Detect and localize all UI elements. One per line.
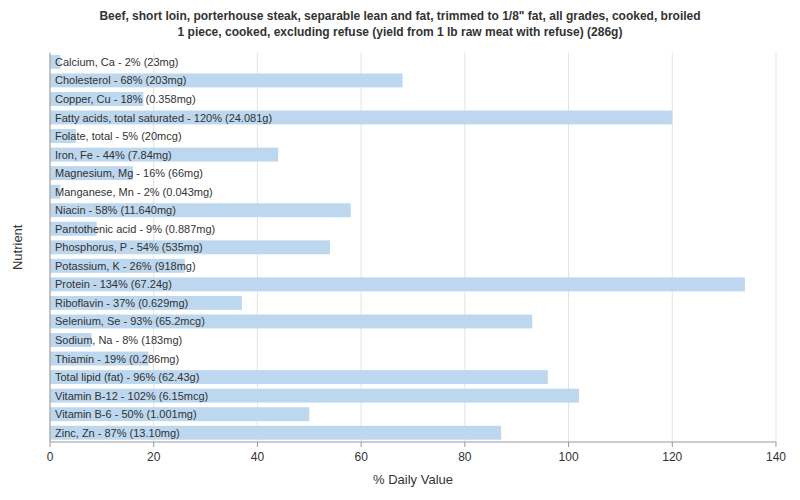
bar xyxy=(50,370,548,384)
chart-title: Beef, short loin, porterhouse steak, sep… xyxy=(99,9,700,39)
grid xyxy=(50,53,776,442)
x-tick xyxy=(568,442,569,447)
category-label: Selenium, Se - 93% (65.2mcg) xyxy=(55,315,205,327)
title-line: 1 piece, cooked, excluding refuse (yield… xyxy=(178,25,623,39)
category-label: Zinc, Zn - 87% (13.10mg) xyxy=(55,427,180,439)
chart-container: Beef, short loin, porterhouse steak, sep… xyxy=(0,0,800,500)
x-tick xyxy=(361,442,362,447)
axes: 0 20 40 60 80 100 120 140 xyxy=(47,53,787,464)
category-label: Thiamin - 19% (0.286mg) xyxy=(55,353,179,365)
bar xyxy=(50,203,351,217)
category-label: Fatty acids, total saturated - 120% (24.… xyxy=(55,112,272,124)
category-label: Niacin - 58% (11.640mg) xyxy=(55,204,176,216)
bar xyxy=(50,148,278,162)
x-tick xyxy=(672,442,673,447)
category-labels: Calcium, Ca - 2% (23mg) Cholesterol - 68%… xyxy=(55,56,272,439)
bar xyxy=(50,426,501,440)
category-label: Potassium, K - 26% (918mg) xyxy=(55,260,196,272)
x-tick-label: 80 xyxy=(458,450,472,464)
x-tick xyxy=(153,442,154,447)
chart-svg: Beef, short loin, porterhouse steak, sep… xyxy=(0,0,800,500)
bars xyxy=(50,55,745,440)
y-axis-title: Nutrient xyxy=(10,224,25,270)
bar xyxy=(50,111,672,125)
category-label: Phosphorus, P - 54% (535mg) xyxy=(55,241,203,253)
x-tick xyxy=(464,442,465,447)
x-axis-title: % Daily Value xyxy=(373,472,453,487)
x-tick xyxy=(257,442,258,447)
grid-line xyxy=(776,53,777,442)
bar xyxy=(50,315,532,329)
bar xyxy=(50,277,745,291)
bar xyxy=(50,240,330,254)
x-axis-line xyxy=(50,442,776,443)
grid-line xyxy=(50,53,51,442)
category-label: Cholesterol - 68% (203mg) xyxy=(55,74,186,86)
category-label: Iron, Fe - 44% (7.84mg) xyxy=(55,149,172,161)
x-tick-label: 0 xyxy=(47,450,54,464)
bar xyxy=(50,73,403,87)
bar xyxy=(50,296,242,310)
x-tick-label: 140 xyxy=(766,450,786,464)
category-label: Vitamin B-6 - 50% (1.001mg) xyxy=(55,408,197,420)
bar xyxy=(50,389,579,403)
x-tick-label: 60 xyxy=(354,450,368,464)
category-label: Total lipid (fat) - 96% (62.43g) xyxy=(55,371,199,383)
category-label: Protein - 134% (67.24g) xyxy=(55,278,172,290)
x-tick-label: 120 xyxy=(662,450,682,464)
category-label: Copper, Cu - 18% (0.358mg) xyxy=(55,93,196,105)
bar xyxy=(50,407,309,421)
category-label: Riboflavin - 37% (0.629mg) xyxy=(55,297,188,309)
category-label: Manganese, Mn - 2% (0.043mg) xyxy=(55,186,213,198)
category-label: Pantothenic acid - 9% (0.887mg) xyxy=(55,223,215,235)
category-label: Sodium, Na - 8% (183mg) xyxy=(55,334,182,346)
category-label: Folate, total - 5% (20mcg) xyxy=(55,130,182,142)
category-label: Vitamin B-12 - 102% (6.15mcg) xyxy=(55,390,208,402)
category-label: Magnesium, Mg - 16% (66mg) xyxy=(55,167,203,179)
title-line: Beef, short loin, porterhouse steak, sep… xyxy=(99,9,700,23)
x-tick-label: 40 xyxy=(251,450,265,464)
x-tick-label: 20 xyxy=(147,450,161,464)
y-axis-line xyxy=(50,53,51,442)
x-tick-label: 100 xyxy=(559,450,579,464)
category-label: Calcium, Ca - 2% (23mg) xyxy=(55,56,178,68)
x-tick xyxy=(776,442,777,447)
x-tick xyxy=(50,442,51,447)
